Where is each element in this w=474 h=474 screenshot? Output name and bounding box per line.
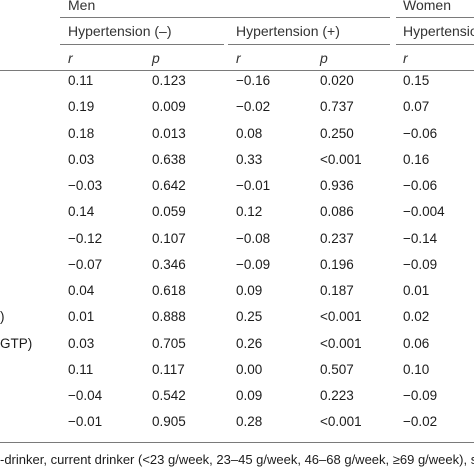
cell-men-neg-p: 0.059 <box>152 204 186 220</box>
subgroup-header-women-hypertension: Hypertensio <box>403 23 474 39</box>
subgroup-rule-men-neg <box>60 44 224 45</box>
stat-label-p-men-neg: p <box>152 50 160 66</box>
subgroup-header-men-hypertension-negative: Hypertension (–) <box>68 23 172 39</box>
cell-women-r: −0.06 <box>403 178 438 193</box>
cell-women-r: 0.16 <box>403 151 430 167</box>
cell-women-r: −0.004 <box>403 204 445 220</box>
stat-label-r-women: r <box>403 50 408 66</box>
cell-women-r: 0.07 <box>403 99 430 115</box>
cell-men-pos-r: 0.08 <box>236 125 263 141</box>
cell-women-r: 0.10 <box>403 361 430 377</box>
cell-men-pos-r: 0.25 <box>236 309 263 325</box>
cell-men-neg-r: −0.03 <box>68 178 103 193</box>
cell-women-r: 0.01 <box>403 283 430 298</box>
cell-men-neg-r: 0.04 <box>68 283 95 298</box>
stat-label-r-men-neg: r <box>68 50 73 66</box>
stat-label-r-men-pos: r <box>236 50 241 66</box>
row-label: GTP) <box>0 335 33 351</box>
subgroup-header-men-hypertension-positive: Hypertension (+) <box>236 23 340 39</box>
cell-men-pos-p: <0.001 <box>320 414 362 430</box>
subgroup-rule-women <box>396 44 474 45</box>
cell-men-neg-r: 0.11 <box>68 361 94 377</box>
cell-men-neg-p: 0.638 <box>152 151 186 167</box>
cell-men-neg-p: 0.542 <box>152 388 186 403</box>
cell-men-pos-r: −0.08 <box>236 230 271 246</box>
cell-men-neg-p: 0.618 <box>152 283 186 298</box>
cell-men-neg-r: −0.01 <box>68 414 103 430</box>
cell-men-neg-r: 0.18 <box>68 125 95 141</box>
cell-men-pos-p: 0.507 <box>320 361 354 377</box>
group-header-women: Women <box>403 0 451 13</box>
cell-women-r: 0.02 <box>403 309 430 325</box>
cell-men-pos-p: <0.001 <box>320 309 362 325</box>
cell-men-pos-p: 0.936 <box>320 178 354 193</box>
table-footnote: -drinker, current drinker (<23 g/week, 2… <box>0 452 474 467</box>
cell-men-pos-r: 0.12 <box>236 204 263 220</box>
cell-men-pos-r: −0.16 <box>236 73 271 88</box>
cell-men-neg-r: 0.19 <box>68 99 95 115</box>
group-rule-men <box>60 17 390 18</box>
cell-women-r: −0.09 <box>403 388 438 403</box>
cell-men-neg-p: 0.888 <box>152 309 186 325</box>
cell-women-r: −0.02 <box>403 414 438 430</box>
cell-men-pos-p: 0.237 <box>320 230 354 246</box>
cell-men-pos-r: −0.02 <box>236 99 271 115</box>
cell-women-r: 0.15 <box>403 73 430 88</box>
cell-men-neg-p: 0.905 <box>152 414 186 430</box>
cell-men-neg-p: 0.107 <box>152 230 186 246</box>
cell-men-pos-r: 0.26 <box>236 335 263 351</box>
cell-men-neg-r: 0.03 <box>68 335 95 351</box>
cell-men-pos-p: 0.223 <box>320 388 354 403</box>
cell-women-r: −0.14 <box>403 230 438 246</box>
cell-men-pos-r: 0.09 <box>236 283 263 298</box>
cell-men-pos-p: 0.086 <box>320 204 354 220</box>
cell-men-pos-p: 0.737 <box>320 99 354 115</box>
cell-men-neg-p: 0.642 <box>152 178 186 193</box>
cell-women-r: −0.09 <box>403 256 438 272</box>
cell-men-neg-p: 0.117 <box>152 361 185 377</box>
cell-men-neg-p: 0.013 <box>152 125 186 141</box>
cell-men-neg-p: 0.123 <box>152 73 186 88</box>
row-label: ) <box>0 309 5 325</box>
cell-women-r: 0.06 <box>403 335 430 351</box>
cell-men-neg-p: 0.009 <box>152 99 186 115</box>
cell-men-pos-r: −0.01 <box>236 178 271 193</box>
subgroup-rule-men-pos <box>228 44 390 45</box>
cell-men-neg-r: −0.04 <box>68 388 103 403</box>
cell-men-neg-r: 0.01 <box>68 309 95 325</box>
cell-men-neg-p: 0.346 <box>152 256 186 272</box>
cell-women-r: −0.06 <box>403 125 438 141</box>
cell-men-neg-p: 0.705 <box>152 335 186 351</box>
cell-men-neg-r: 0.03 <box>68 151 95 167</box>
cell-men-neg-r: −0.12 <box>68 230 103 246</box>
stat-label-p-men-pos: p <box>320 50 328 66</box>
header-bottom-rule <box>0 70 474 71</box>
cell-men-pos-p: 0.187 <box>320 283 354 298</box>
cell-men-pos-p: 0.020 <box>320 73 354 88</box>
cell-men-neg-r: 0.11 <box>68 73 94 88</box>
group-rule-women <box>396 17 474 18</box>
cell-men-pos-r: 0.09 <box>236 388 263 403</box>
cell-men-pos-p: 0.196 <box>320 256 354 272</box>
cell-men-pos-r: 0.28 <box>236 414 263 430</box>
cell-men-pos-r: 0.00 <box>236 361 263 377</box>
cell-men-pos-p: <0.001 <box>320 335 362 351</box>
cell-men-pos-r: −0.09 <box>236 256 271 272</box>
cell-men-pos-r: 0.33 <box>236 151 263 167</box>
cell-men-pos-p: <0.001 <box>320 151 362 167</box>
group-header-men: Men <box>68 0 96 13</box>
cell-men-pos-p: 0.250 <box>320 125 354 141</box>
table-bottom-rule <box>0 442 474 443</box>
cell-men-neg-r: −0.07 <box>68 256 103 272</box>
cell-men-neg-r: 0.14 <box>68 204 95 220</box>
